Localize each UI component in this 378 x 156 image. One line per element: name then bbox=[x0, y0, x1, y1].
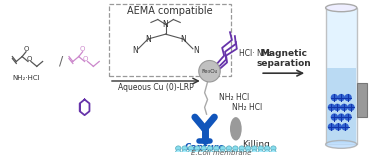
Ellipse shape bbox=[245, 150, 251, 155]
Ellipse shape bbox=[245, 146, 251, 151]
Ellipse shape bbox=[220, 150, 225, 155]
Circle shape bbox=[347, 104, 355, 111]
Circle shape bbox=[338, 113, 345, 121]
Ellipse shape bbox=[258, 146, 263, 151]
Ellipse shape bbox=[264, 150, 270, 155]
Ellipse shape bbox=[252, 150, 257, 155]
Ellipse shape bbox=[325, 4, 357, 12]
Circle shape bbox=[344, 94, 352, 101]
Text: N: N bbox=[132, 46, 138, 55]
Circle shape bbox=[199, 61, 220, 82]
Text: NH₂ HCl: NH₂ HCl bbox=[219, 93, 249, 102]
Text: O: O bbox=[26, 56, 32, 62]
Ellipse shape bbox=[214, 146, 219, 151]
Circle shape bbox=[331, 94, 338, 101]
Ellipse shape bbox=[220, 146, 225, 151]
Circle shape bbox=[331, 113, 338, 121]
Ellipse shape bbox=[201, 146, 206, 151]
Ellipse shape bbox=[188, 150, 194, 155]
Ellipse shape bbox=[258, 150, 263, 155]
Circle shape bbox=[328, 123, 335, 131]
Text: Capture: Capture bbox=[184, 143, 225, 152]
Text: Fe₃O₄: Fe₃O₄ bbox=[201, 69, 217, 74]
Text: N: N bbox=[193, 46, 199, 55]
Text: NH₂·HCl: NH₂·HCl bbox=[12, 75, 40, 81]
Text: O: O bbox=[23, 46, 29, 52]
Bar bbox=[357, 83, 367, 117]
Circle shape bbox=[328, 104, 335, 111]
Ellipse shape bbox=[233, 150, 238, 155]
Text: Killing: Killing bbox=[242, 140, 270, 149]
Text: /: / bbox=[59, 54, 63, 67]
Ellipse shape bbox=[195, 146, 200, 151]
Text: N: N bbox=[180, 34, 186, 44]
Ellipse shape bbox=[201, 150, 206, 155]
Ellipse shape bbox=[239, 146, 245, 151]
Ellipse shape bbox=[214, 150, 219, 155]
Ellipse shape bbox=[182, 150, 187, 155]
Ellipse shape bbox=[188, 146, 194, 151]
Circle shape bbox=[335, 123, 342, 131]
Bar bbox=[327, 68, 356, 144]
Ellipse shape bbox=[195, 150, 200, 155]
Circle shape bbox=[334, 104, 341, 111]
Ellipse shape bbox=[252, 146, 257, 151]
Ellipse shape bbox=[207, 146, 213, 151]
Ellipse shape bbox=[271, 150, 276, 155]
Text: NH₂ HCl: NH₂ HCl bbox=[232, 103, 262, 112]
Text: Magnetic
separation: Magnetic separation bbox=[256, 49, 311, 68]
Ellipse shape bbox=[233, 146, 238, 151]
Circle shape bbox=[341, 104, 348, 111]
Bar bbox=[325, 8, 357, 144]
Ellipse shape bbox=[264, 146, 270, 151]
Text: HCl· NH₂: HCl· NH₂ bbox=[239, 49, 271, 58]
Ellipse shape bbox=[271, 146, 276, 151]
Ellipse shape bbox=[230, 117, 242, 141]
Ellipse shape bbox=[226, 150, 232, 155]
Circle shape bbox=[344, 113, 352, 121]
Ellipse shape bbox=[239, 150, 245, 155]
Ellipse shape bbox=[176, 146, 181, 151]
Ellipse shape bbox=[176, 150, 181, 155]
Text: O: O bbox=[83, 56, 88, 62]
Ellipse shape bbox=[325, 141, 357, 148]
Ellipse shape bbox=[182, 146, 187, 151]
Circle shape bbox=[338, 94, 345, 101]
Ellipse shape bbox=[226, 146, 232, 151]
Text: AEMA compatible: AEMA compatible bbox=[127, 6, 213, 16]
Text: Aqueous Cu (0)-LRP: Aqueous Cu (0)-LRP bbox=[118, 83, 194, 92]
Circle shape bbox=[341, 123, 349, 131]
Text: N: N bbox=[145, 34, 151, 44]
Text: O: O bbox=[80, 46, 85, 52]
Ellipse shape bbox=[207, 150, 213, 155]
Text: E.Coli membrane: E.Coli membrane bbox=[191, 150, 251, 156]
Text: N: N bbox=[163, 20, 169, 29]
